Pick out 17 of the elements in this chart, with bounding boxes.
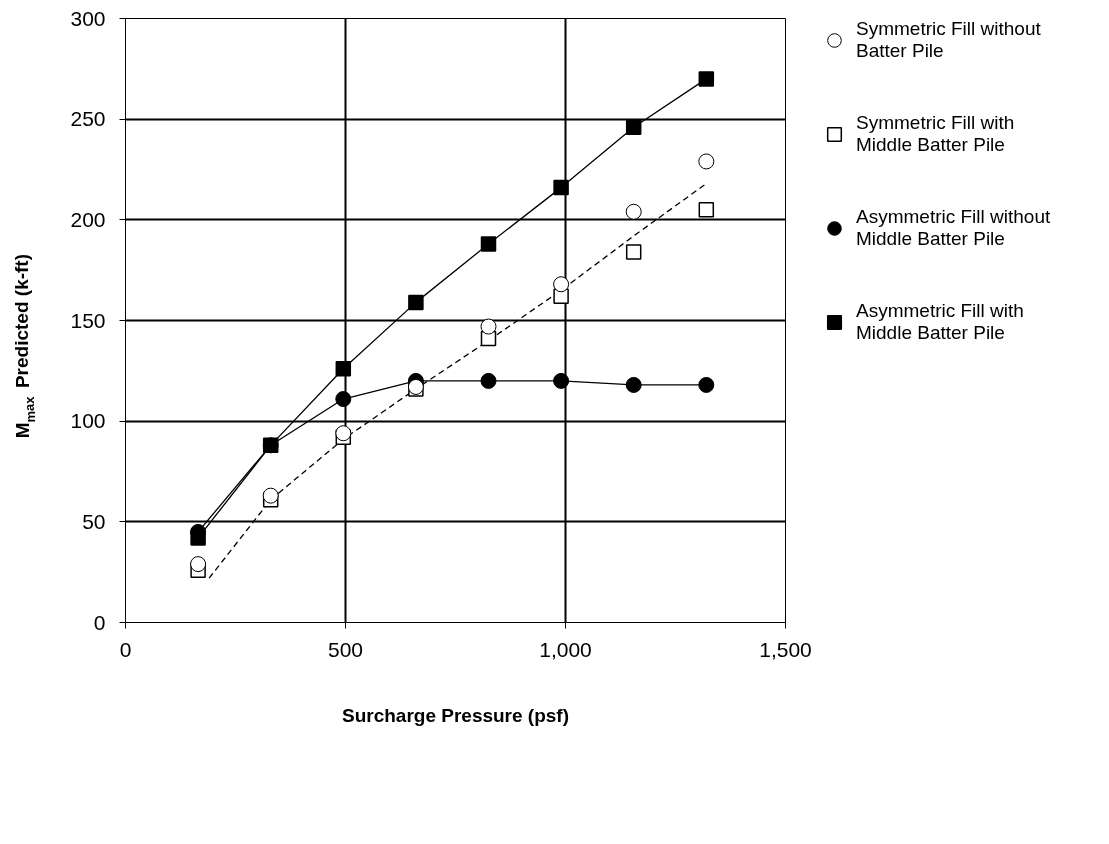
y-tick-label: 0	[93, 610, 106, 634]
y-tick-label: 50	[82, 509, 106, 533]
y-tick-label: 300	[70, 6, 106, 30]
y-tick-label: 250	[70, 107, 106, 131]
legend-label: Symmetric Fill without Batter Pile	[856, 18, 1041, 62]
x-axis-title: Surcharge Pressure (psf)	[341, 704, 570, 726]
x-tick-label: 500	[327, 637, 364, 661]
y-axis-title: Mmax Predicted (k-ft)	[11, 253, 38, 439]
legend-label: Symmetric Fill with Middle Batter Pile	[856, 112, 1015, 156]
x-tick-label: 0	[119, 637, 132, 661]
y-tick-label: 150	[70, 308, 106, 332]
x-tick-label: 1,000	[539, 637, 592, 661]
legend-label: Asymmetric Fill with Middle Batter Pile	[856, 300, 1024, 344]
x-tick-label: 1,500	[759, 637, 812, 661]
y-tick-label: 200	[70, 207, 106, 231]
legend-label: Asymmetric Fill without Middle Batter Pile	[856, 206, 1051, 250]
y-tick-label: 100	[70, 409, 106, 433]
